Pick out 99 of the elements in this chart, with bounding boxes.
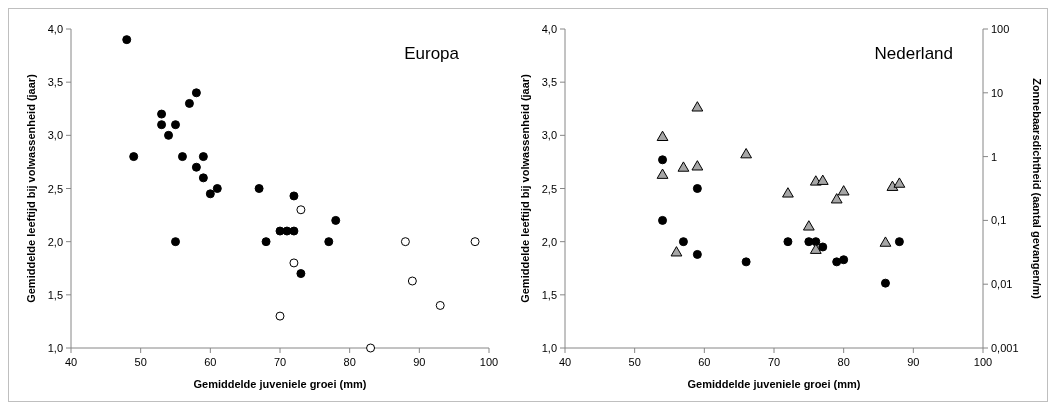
y-tick-label: 1,5: [47, 288, 63, 301]
point: [324, 237, 334, 247]
x-tick-label: 100: [479, 356, 499, 368]
y2-tick-label: 1: [991, 150, 998, 163]
point: [331, 215, 341, 225]
point: [656, 130, 669, 141]
point: [893, 177, 906, 188]
y-tick-label: 3,5: [541, 76, 557, 89]
y2-tick-label: 100: [991, 23, 1010, 35]
x-tick-label: 70: [273, 356, 287, 368]
x-tick-label: 100: [973, 356, 993, 368]
point: [741, 257, 751, 267]
y-tick-label: 2,5: [541, 182, 557, 195]
text: Europa: [404, 44, 460, 63]
point: [275, 226, 285, 236]
point: [366, 343, 376, 353]
point: [191, 88, 201, 98]
y-tick-label: 1,0: [47, 342, 63, 354]
point: [656, 168, 669, 179]
point: [691, 160, 704, 171]
point: [658, 215, 668, 225]
point: [880, 278, 890, 288]
point: [678, 237, 688, 247]
point: [171, 120, 180, 130]
point: [740, 148, 753, 159]
point: [818, 242, 828, 252]
point: [802, 220, 815, 231]
y-tick-label: 4,0: [541, 23, 557, 35]
y-tick-label: 2,5: [47, 182, 63, 195]
point: [837, 185, 850, 196]
point: [692, 249, 702, 259]
y2-tick-label: 0,001: [991, 342, 1019, 354]
point: [296, 205, 306, 215]
y2-tick-label: 10: [991, 86, 1004, 99]
point: [658, 155, 668, 165]
point: [184, 98, 194, 108]
point: [212, 184, 222, 193]
point: [282, 226, 292, 236]
point: [122, 35, 132, 45]
y-tick-label: 2,0: [541, 235, 557, 248]
point: [205, 189, 215, 199]
point: [670, 246, 683, 257]
point: [435, 300, 445, 310]
point: [171, 237, 180, 247]
x-tick-label: 90: [413, 356, 426, 368]
x-tick-label: 80: [837, 356, 850, 368]
point: [470, 237, 480, 247]
point: [191, 162, 201, 172]
text: Nederland: [874, 44, 953, 63]
point: [783, 237, 793, 247]
y-tick-label: 1,0: [541, 342, 557, 354]
x-tick-label: 90: [907, 356, 920, 368]
x-axis-title: Gemiddelde juveniele groei (mm): [687, 378, 861, 390]
point: [407, 276, 417, 286]
x-tick-label: 40: [558, 356, 572, 368]
x-axis-title: Gemiddelde juveniele groei (mm): [193, 378, 367, 390]
point: [809, 243, 822, 254]
point: [879, 236, 892, 247]
y-tick-label: 3,0: [47, 129, 63, 142]
point: [839, 255, 849, 265]
point: [289, 226, 299, 236]
x-tick-label: 60: [204, 356, 217, 368]
point: [691, 101, 704, 112]
x-tick-label: 70: [767, 356, 781, 368]
y-axis-title: Gemiddelde leeftijd bij volwassenheid (jaar): [25, 73, 37, 303]
x-tick-label: 60: [698, 356, 711, 368]
point: [275, 311, 285, 321]
point: [830, 193, 843, 204]
y-tick-label: 1,5: [541, 288, 557, 301]
y-tick-label: 3,5: [47, 76, 63, 89]
y-axis-title: Gemiddelde leeftijd bij volwassenheid (jaar): [519, 73, 531, 303]
point: [816, 174, 829, 185]
y2-axis-title: Zonnebaarsdichtheid (aantal gevangen/m): [1031, 78, 1043, 300]
point: [129, 152, 139, 162]
x-tick-label: 80: [343, 356, 356, 368]
x-tick-label: 50: [628, 356, 641, 368]
point: [400, 237, 410, 247]
point: [198, 152, 208, 162]
point: [677, 161, 690, 172]
x-tick-label: 50: [134, 356, 147, 368]
y-tick-label: 2,0: [47, 235, 63, 248]
point: [164, 130, 174, 140]
x-tick-label: 40: [64, 356, 78, 368]
point: [782, 187, 794, 198]
y2-tick-label: 0,01: [991, 278, 1013, 291]
point: [289, 191, 299, 201]
point: [157, 109, 167, 119]
point: [296, 269, 306, 279]
y-tick-label: 3,0: [541, 129, 557, 142]
point: [198, 173, 208, 183]
point: [254, 184, 264, 193]
point: [177, 152, 187, 162]
y-tick-label: 4,0: [47, 23, 63, 35]
point: [261, 237, 271, 247]
point: [692, 184, 702, 193]
y2-tick-label: 0,1: [991, 214, 1007, 227]
point: [894, 237, 904, 247]
point: [157, 120, 167, 130]
point: [289, 258, 299, 268]
